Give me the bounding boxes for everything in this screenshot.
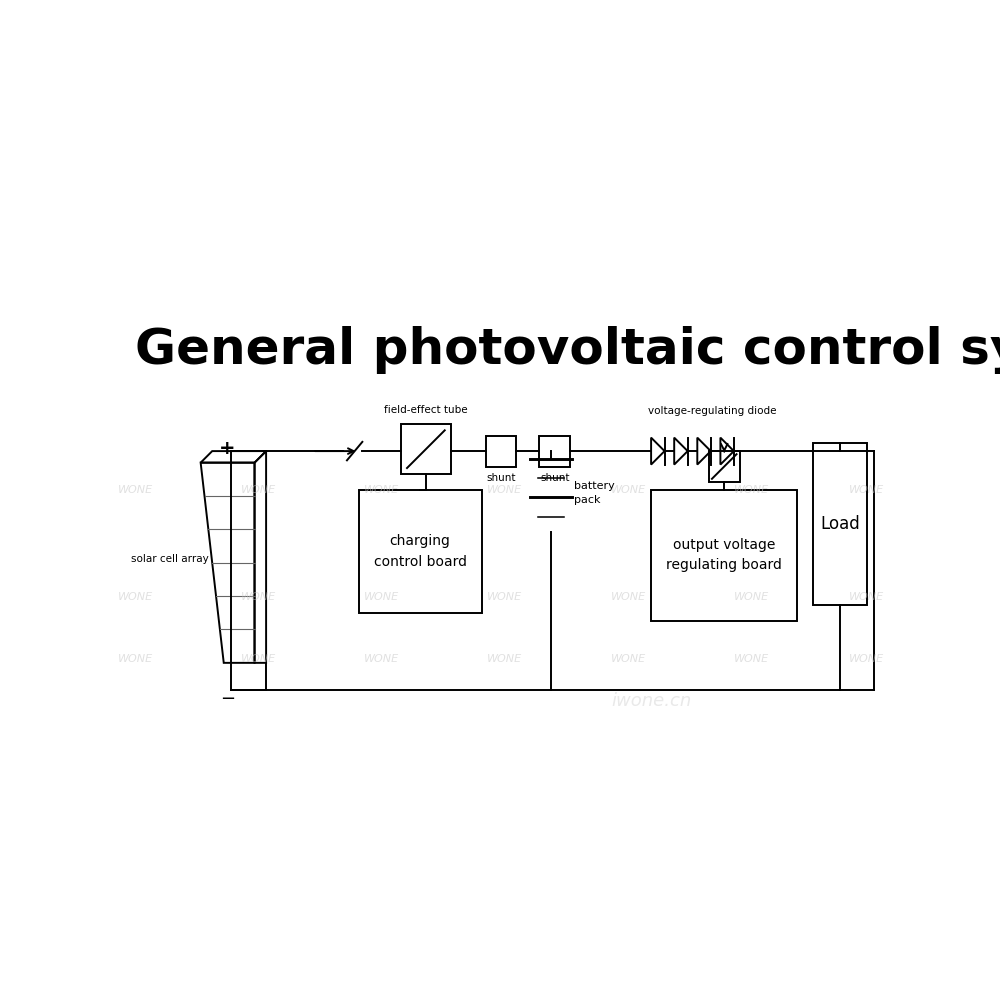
Text: voltage-regulating diode: voltage-regulating diode [648,406,777,416]
Text: WONE: WONE [849,592,884,602]
Text: battery
pack: battery pack [574,481,615,505]
Text: WONE: WONE [241,592,276,602]
Text: WONE: WONE [734,592,769,602]
Text: WONE: WONE [734,485,769,495]
Text: WONE: WONE [487,592,522,602]
Text: iwone.cn: iwone.cn [611,692,691,710]
Text: WONE: WONE [610,654,646,664]
Bar [401,424,451,474]
Text: field-effect tube: field-effect tube [384,405,468,415]
Text: WONE: WONE [118,485,153,495]
Text: WONE: WONE [849,485,884,495]
Text: WONE: WONE [734,654,769,664]
Bar [539,436,570,466]
Text: solar cell array: solar cell array [131,554,209,564]
Text: WONE: WONE [610,485,646,495]
Bar [813,443,867,605]
Text: WONE: WONE [487,654,522,664]
Text: General photovoltaic control system schematic: General photovoltaic control system sche… [135,326,1000,374]
Bar [486,436,516,466]
Bar [358,490,482,613]
Text: +: + [219,439,236,458]
Text: output voltage
regulating board: output voltage regulating board [666,538,782,572]
Text: shunt: shunt [486,473,516,483]
Text: WONE: WONE [241,485,276,495]
Text: WONE: WONE [118,654,153,664]
Text: WONE: WONE [849,654,884,664]
Text: WONE: WONE [364,654,399,664]
Text: WONE: WONE [364,592,399,602]
Bar [709,451,740,482]
Text: charging
control board: charging control board [374,534,467,568]
Text: WONE: WONE [487,485,522,495]
Text: WONE: WONE [241,654,276,664]
Text: WONE: WONE [118,592,153,602]
Text: WONE: WONE [364,485,399,495]
Text: WONE: WONE [610,592,646,602]
Text: shunt: shunt [540,473,570,483]
Text: −: − [220,690,235,708]
Bar [651,490,797,620]
Text: Load: Load [820,515,860,533]
